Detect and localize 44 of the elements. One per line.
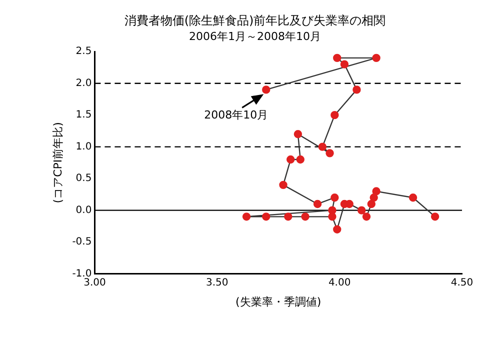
point <box>372 54 380 62</box>
point <box>358 206 366 214</box>
point <box>328 206 336 214</box>
point <box>284 212 292 221</box>
point <box>286 155 295 164</box>
chart-title: 消費者物価(除生鮮食品)前年比及び失業率の相関 <box>124 13 386 28</box>
point <box>430 212 440 221</box>
chart-subtitle: 2006年1月～2008年10月 <box>189 30 321 43</box>
point <box>367 200 376 208</box>
point <box>242 212 251 221</box>
point <box>326 149 334 158</box>
point <box>330 194 339 202</box>
point <box>340 60 349 68</box>
point <box>294 130 302 138</box>
x-tick-label: 3.50 <box>206 277 228 288</box>
y-tick-label: 1.0 <box>76 141 92 152</box>
point <box>262 86 270 94</box>
point <box>301 212 310 221</box>
point <box>279 180 288 190</box>
x-tick-label: 3.00 <box>84 277 106 288</box>
y-tick-label: -1.0 <box>72 268 92 280</box>
y-tick-label: 0.0 <box>76 204 92 216</box>
y-tick-label: 1.5 <box>76 110 92 121</box>
point <box>313 200 322 208</box>
point <box>333 54 342 62</box>
y-tick-label: 0.5 <box>76 173 92 184</box>
point <box>352 86 361 94</box>
y-tick-label: 2.0 <box>76 78 92 89</box>
point <box>372 187 380 196</box>
x-tick-label: 4.50 <box>450 277 474 288</box>
point <box>408 194 418 202</box>
y-tick-label: 2.5 <box>76 46 92 58</box>
x-axis-title: (失業率・季調値) <box>236 295 322 308</box>
x-tick-label: 4.00 <box>328 277 351 288</box>
point <box>362 212 371 221</box>
y-axis-title: (コアCPI前年比) <box>51 122 64 204</box>
point <box>370 194 378 202</box>
point <box>318 142 327 151</box>
point <box>333 225 342 234</box>
point <box>262 212 270 221</box>
point <box>296 155 304 164</box>
y-tick-label: -0.5 <box>72 236 92 248</box>
annotation: 2008年10月 <box>204 108 268 122</box>
point <box>330 110 339 120</box>
